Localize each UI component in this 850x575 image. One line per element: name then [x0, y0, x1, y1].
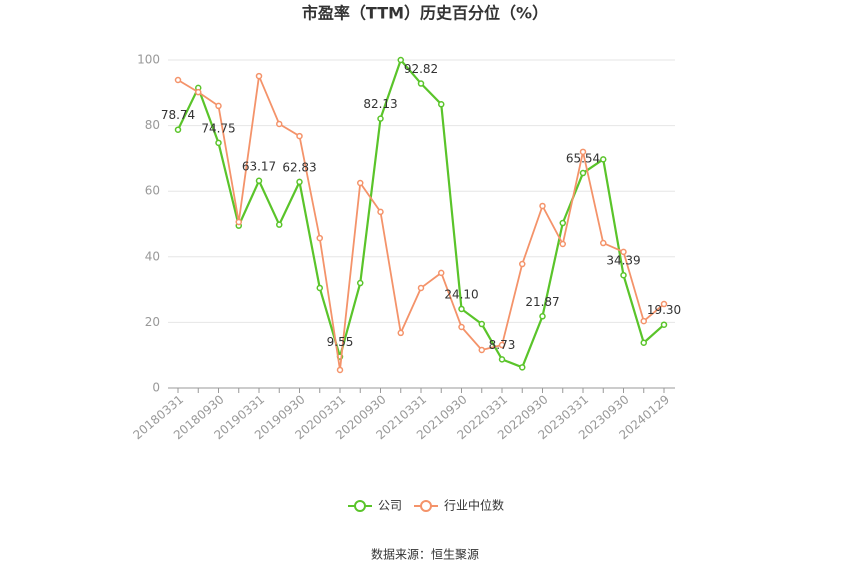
point: [519, 260, 526, 268]
point: [336, 366, 344, 374]
data-label: 34.39: [606, 254, 640, 268]
y-tick-label: 40: [145, 249, 160, 263]
legend-label: 公司: [378, 499, 402, 513]
data-label: 74.75: [201, 121, 235, 135]
y-tick-label: 100: [137, 53, 160, 67]
point: [458, 323, 465, 331]
point: [559, 219, 566, 227]
point: [620, 271, 627, 279]
y-tick-label: 80: [145, 118, 160, 132]
point: [498, 356, 506, 363]
data-label: 9.55: [327, 335, 354, 349]
data-label: 24.10: [444, 287, 478, 301]
point: [276, 120, 283, 128]
point: [438, 101, 445, 108]
point: [316, 284, 323, 292]
point: [417, 284, 425, 292]
point: [397, 329, 404, 337]
series-line: [177, 72, 665, 371]
point: [174, 126, 182, 133]
data-label: 82.13: [363, 97, 397, 111]
y-tick-label: 0: [152, 381, 160, 395]
point: [357, 279, 364, 287]
point: [235, 218, 242, 226]
source: 数据来源：恒生聚源: [371, 547, 479, 562]
data-label: 78.74: [161, 108, 195, 122]
point: [255, 72, 263, 80]
data-label: 62.83: [282, 160, 316, 174]
data-label: 21.87: [525, 295, 559, 309]
point: [660, 321, 668, 328]
point: [478, 320, 485, 328]
y-tick-label: 60: [145, 184, 160, 198]
legend-marker: [354, 500, 366, 512]
point: [276, 221, 283, 228]
point: [215, 102, 222, 110]
point: [316, 234, 323, 242]
point: [357, 179, 364, 187]
legend-label: 行业中位数: [444, 498, 504, 513]
point: [195, 88, 202, 96]
y-tick-label: 20: [145, 315, 160, 329]
point: [478, 346, 485, 354]
point: [377, 115, 384, 122]
point: [438, 269, 445, 277]
point: [174, 76, 182, 84]
point: [660, 300, 668, 308]
point: [215, 139, 222, 147]
data-label: 19.30: [647, 303, 681, 317]
data-label: 63.17: [242, 159, 276, 173]
chart-title: 市盈率（TTM）历史百分位（%）: [302, 4, 548, 23]
point: [559, 240, 566, 248]
point: [620, 248, 627, 256]
point: [498, 341, 506, 349]
data-label: 65.54: [566, 152, 600, 166]
data-label: 8.73: [489, 338, 516, 352]
point: [296, 178, 303, 186]
legend-marker: [420, 500, 432, 512]
point: [579, 148, 587, 156]
point: [539, 202, 546, 210]
point: [600, 156, 607, 163]
point: [417, 80, 425, 87]
point: [579, 169, 587, 177]
data-label: 92.82: [404, 62, 438, 76]
point: [255, 177, 263, 185]
point: [600, 239, 607, 247]
point: [539, 313, 546, 320]
series-line: [177, 57, 665, 369]
point: [640, 339, 647, 346]
point: [397, 56, 404, 64]
point: [377, 208, 384, 216]
point: [519, 364, 526, 371]
point: [640, 317, 647, 325]
point: [296, 132, 303, 140]
point: [458, 305, 465, 313]
